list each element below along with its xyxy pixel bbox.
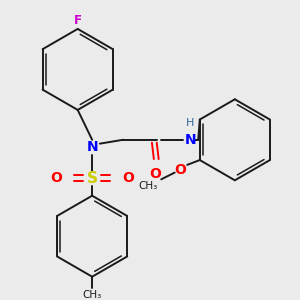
- Text: N: N: [185, 133, 196, 147]
- Text: N: N: [86, 140, 98, 154]
- Text: O: O: [149, 167, 161, 181]
- Text: H: H: [186, 118, 195, 128]
- Text: O: O: [175, 163, 186, 177]
- Text: S: S: [87, 171, 98, 186]
- Text: CH₃: CH₃: [82, 290, 102, 300]
- Text: O: O: [50, 171, 62, 185]
- Text: CH₃: CH₃: [138, 181, 158, 191]
- Text: F: F: [74, 14, 82, 27]
- Text: O: O: [122, 171, 134, 185]
